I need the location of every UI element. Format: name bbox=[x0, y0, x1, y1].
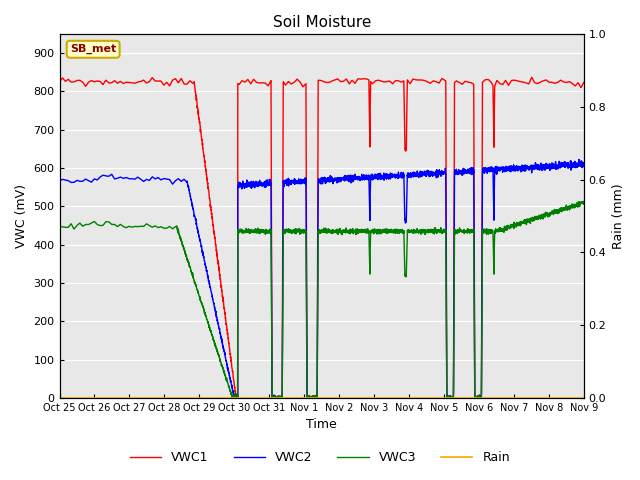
Rain bbox=[56, 395, 63, 401]
VWC3 bbox=[119, 223, 127, 229]
Legend: VWC1, VWC2, VWC3, Rain: VWC1, VWC2, VWC3, Rain bbox=[125, 446, 515, 469]
VWC1 bbox=[89, 78, 97, 84]
Line: VWC1: VWC1 bbox=[60, 77, 584, 398]
VWC3 bbox=[118, 223, 125, 228]
Line: VWC3: VWC3 bbox=[60, 201, 584, 398]
Title: Soil Moisture: Soil Moisture bbox=[273, 15, 371, 30]
Rain bbox=[580, 395, 588, 401]
VWC3 bbox=[461, 229, 468, 235]
VWC2 bbox=[268, 395, 276, 401]
VWC1 bbox=[528, 74, 536, 80]
Rain bbox=[119, 395, 127, 401]
VWC1 bbox=[461, 79, 468, 85]
VWC1 bbox=[418, 77, 426, 83]
Rain bbox=[89, 395, 97, 401]
VWC2 bbox=[56, 178, 63, 183]
VWC2 bbox=[119, 175, 127, 181]
VWC2 bbox=[89, 178, 97, 184]
Rain bbox=[418, 395, 426, 401]
VWC3 bbox=[580, 198, 588, 204]
VWC2 bbox=[461, 167, 468, 172]
VWC3 bbox=[56, 224, 63, 229]
Text: SB_met: SB_met bbox=[70, 44, 116, 54]
VWC1 bbox=[119, 80, 127, 86]
X-axis label: Time: Time bbox=[307, 419, 337, 432]
VWC1 bbox=[232, 395, 240, 401]
VWC3 bbox=[89, 219, 97, 225]
VWC3 bbox=[580, 201, 588, 207]
VWC1 bbox=[580, 80, 588, 85]
VWC2 bbox=[118, 175, 125, 180]
VWC1 bbox=[56, 79, 63, 85]
Rain bbox=[118, 395, 125, 401]
Y-axis label: VWC (mV): VWC (mV) bbox=[15, 184, 28, 248]
VWC1 bbox=[118, 80, 125, 85]
VWC2 bbox=[219, 343, 227, 348]
VWC2 bbox=[575, 156, 583, 162]
VWC2 bbox=[580, 161, 588, 167]
Rain bbox=[461, 395, 468, 401]
Rain bbox=[219, 395, 227, 401]
VWC3 bbox=[219, 365, 227, 371]
VWC1 bbox=[219, 293, 227, 299]
VWC2 bbox=[418, 171, 426, 177]
VWC3 bbox=[418, 229, 426, 235]
Y-axis label: Rain (mm): Rain (mm) bbox=[612, 183, 625, 249]
VWC3 bbox=[228, 395, 236, 401]
Line: VWC2: VWC2 bbox=[60, 159, 584, 398]
